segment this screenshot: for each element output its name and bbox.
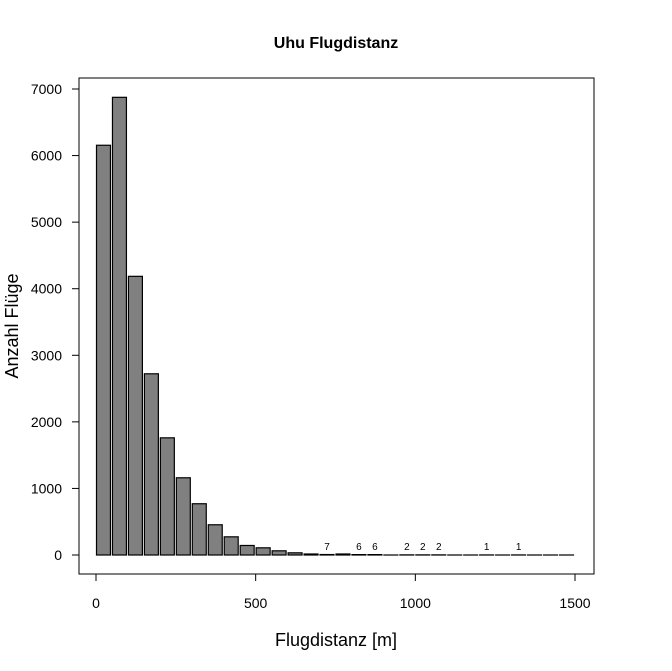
bar-data-label: 1 <box>516 542 522 553</box>
x-axis-label: Flugdistanz [m] <box>275 630 397 650</box>
x-tick-label: 1000 <box>400 595 431 611</box>
histogram-bar <box>271 550 287 556</box>
histogram-bar <box>223 536 239 556</box>
histogram-bar <box>127 275 144 556</box>
histogram-bar <box>303 553 319 556</box>
y-axis: 0 1000 2000 3000 4000 5000 6000 7000 <box>31 81 80 563</box>
histogram-bar <box>287 552 303 556</box>
x-axis: 0 500 1000 1500 <box>92 573 591 611</box>
y-tick-label: 4000 <box>31 281 62 297</box>
y-tick-label: 3000 <box>31 347 62 363</box>
histogram-bar <box>207 524 223 556</box>
bar-data-label: 7 <box>324 542 330 553</box>
bar-data-label: 2 <box>420 542 426 553</box>
bar-data-label: 2 <box>436 542 442 553</box>
bar-data-label: 2 <box>404 542 410 553</box>
bar-data-label: 6 <box>356 542 362 553</box>
bar-data-label: 6 <box>372 542 378 553</box>
y-tick-label: 7000 <box>31 81 62 97</box>
histogram-bar <box>175 477 191 556</box>
x-tick-label: 1500 <box>559 595 590 611</box>
histogram-bar <box>191 503 207 556</box>
histogram-bar <box>95 144 112 556</box>
x-tick-label: 500 <box>244 595 268 611</box>
y-tick-label: 1000 <box>31 480 62 496</box>
histogram-bar <box>255 547 271 556</box>
x-tick-label: 0 <box>92 595 100 611</box>
histogram-bar <box>335 553 351 556</box>
y-tick-label: 5000 <box>31 214 62 230</box>
histogram-bar <box>143 373 159 556</box>
y-tick-label: 0 <box>54 547 62 563</box>
histogram-bar <box>159 437 175 556</box>
y-axis-label: Anzahl Flüge <box>2 273 22 378</box>
histogram-bar <box>239 544 255 556</box>
histogram-bar <box>111 96 128 556</box>
bar-data-label: 1 <box>484 542 490 553</box>
bars <box>95 96 575 556</box>
chart-title: Uhu Flugdistanz <box>274 35 398 52</box>
y-tick-label: 2000 <box>31 414 62 430</box>
y-tick-label: 6000 <box>31 148 62 164</box>
